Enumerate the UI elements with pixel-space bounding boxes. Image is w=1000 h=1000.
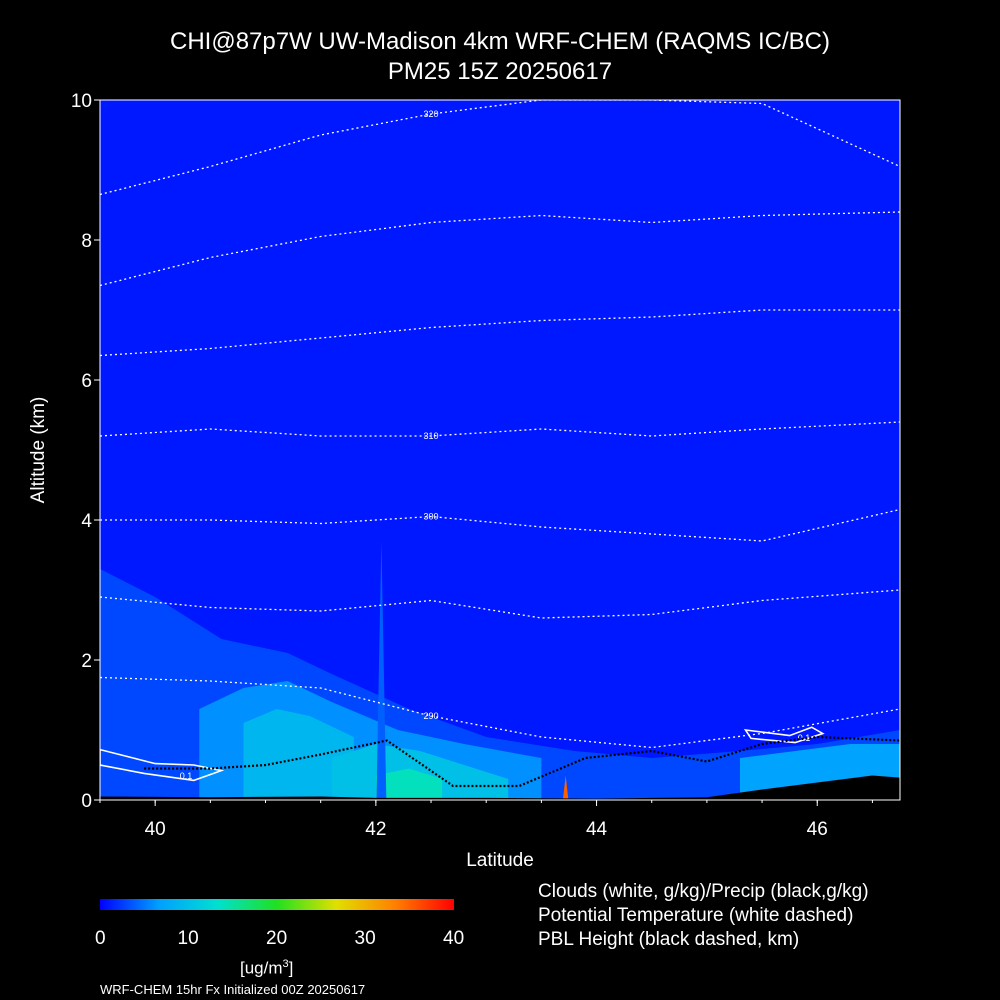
colorbar-tick-label: 0: [95, 928, 106, 949]
cloud-contour-label: 0.1: [180, 771, 193, 781]
terrain: [100, 775, 900, 800]
plot-frame: [99, 99, 901, 801]
terrain-profile: [100, 775, 900, 800]
colorbar-tick-label: 20: [266, 928, 288, 949]
chart-title-line2: PM25 15Z 20250617: [387, 58, 613, 85]
theta-contour-label: 310: [424, 431, 439, 441]
cloud-contours: 0.1 0.1: [100, 726, 825, 782]
theta-contour: [100, 676, 900, 749]
theta-contour: [100, 589, 900, 619]
cloud-contour: [743, 726, 825, 744]
theta-contour: [100, 508, 900, 542]
x-tick-label: 44: [586, 819, 608, 840]
pm25-region: [375, 768, 443, 800]
theta-contour: [100, 421, 900, 437]
colorbar-tick-label: 10: [177, 928, 199, 949]
colorbar-tick-label: 30: [354, 928, 376, 949]
potential-temperature-contours: 290 300 310 320: [100, 100, 900, 749]
pbl-height-line: [144, 735, 900, 788]
y-tick-label: 6: [81, 371, 92, 392]
cloud-contour: [100, 748, 225, 782]
y-tick-label: 0: [81, 791, 92, 812]
y-tick-label: 2: [81, 651, 92, 672]
pm25-region: [243, 709, 354, 800]
x-tick-label: 40: [145, 819, 166, 840]
pm25-field: [100, 100, 900, 800]
y-tick-label: 8: [81, 231, 92, 252]
legend-potential-temperature: Potential Temperature (white dashed): [538, 905, 854, 926]
theta-contour: [100, 100, 900, 196]
chart-title-line1: CHI@87p7W UW-Madison 4km WRF-CHEM (RAQMS…: [170, 28, 830, 55]
colorbar-tick-label: 40: [443, 928, 465, 949]
x-axis-label: Latitude: [466, 850, 534, 871]
x-tick-label: 42: [365, 819, 386, 840]
y-tick-label: 4: [81, 511, 92, 532]
pm25-plume: [562, 775, 569, 800]
colorbar-units: [ug/m3]: [240, 958, 294, 978]
theta-contour: [100, 211, 900, 287]
legend-pbl-height: PBL Height (black dashed, km): [538, 929, 800, 950]
x-tick-label: 46: [807, 819, 828, 840]
theta-contour-label: 320: [424, 109, 439, 119]
colorbar: [100, 899, 454, 910]
cloud-contour-label: 0.1: [798, 733, 811, 743]
theta-contour-label: 290: [424, 711, 439, 721]
legend-clouds-precip: Clouds (white, g/kg)/Precip (black,g/kg): [538, 881, 869, 902]
theta-contour-label: 300: [424, 512, 439, 522]
y-tick-label: 10: [71, 91, 92, 112]
footer-run-info: WRF-CHEM 15hr Fx Initialized 00Z 2025061…: [100, 982, 366, 997]
pbl-height-line: [144, 735, 900, 788]
y-axis-label: Altitude (km): [28, 397, 49, 504]
theta-contour: [100, 309, 900, 357]
pm25-plume: [376, 541, 387, 800]
